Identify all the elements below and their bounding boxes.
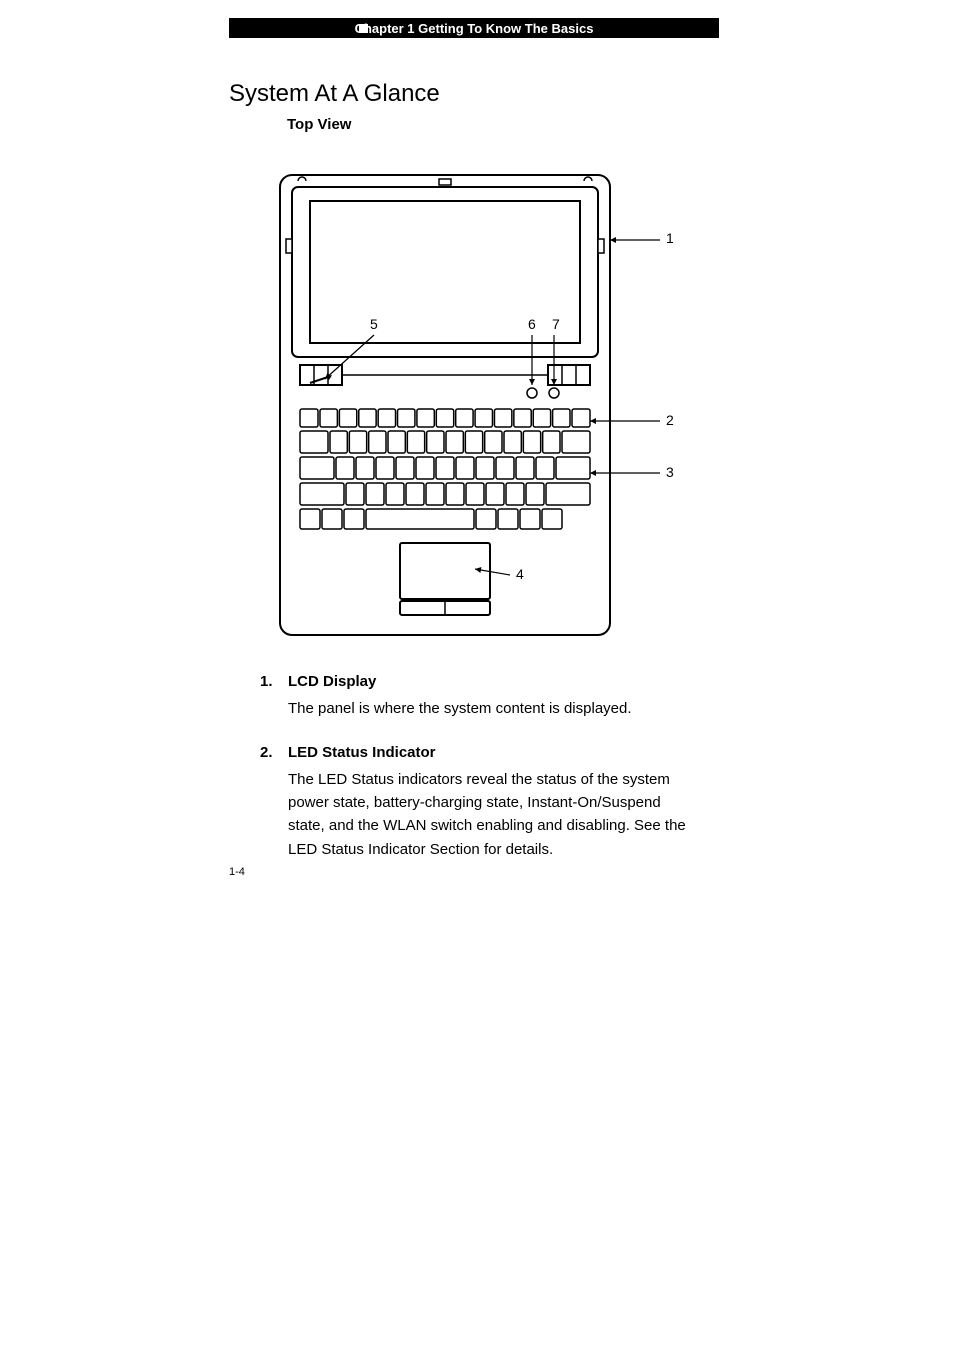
callout-num: 2. [260,741,288,764]
section-title: System At A Glance [229,80,440,108]
chapter-title: Chapter 1 Getting To Know The Basics [355,21,594,36]
page-number: 1-4 [229,866,245,878]
callout-num: 1. [260,670,288,693]
callout-item-1: 1.LCD Display The panel is where the sys… [260,670,700,721]
svg-text:1: 1 [666,230,674,246]
callout-title: LED Status Indicator [288,744,436,761]
callout-body: The panel is where the system content is… [288,697,700,720]
subtitle: Top View [287,116,351,133]
callout-item-2: 2.LED Status Indicator The LED Status in… [260,741,700,861]
svg-text:4: 4 [516,566,524,582]
laptop-svg: 1 5 67 2 3 4 [270,165,680,645]
chapter-bar: Chapter 1 Getting To Know The Basics [229,18,719,38]
svg-text:3: 3 [666,464,674,480]
svg-text:5: 5 [370,316,378,332]
svg-text:7: 7 [552,316,560,332]
page: Chapter 1 Getting To Know The Basics Sys… [0,0,954,1350]
svg-text:2: 2 [666,412,674,428]
callout-list: 1.LCD Display The panel is where the sys… [260,670,700,881]
svg-text:6: 6 [528,316,536,332]
callout-title: LCD Display [288,673,376,690]
bullet-icon [359,24,368,33]
laptop-diagram: 1 5 67 2 3 4 [270,165,680,645]
callout-body: The LED Status indicators reveal the sta… [288,768,700,861]
